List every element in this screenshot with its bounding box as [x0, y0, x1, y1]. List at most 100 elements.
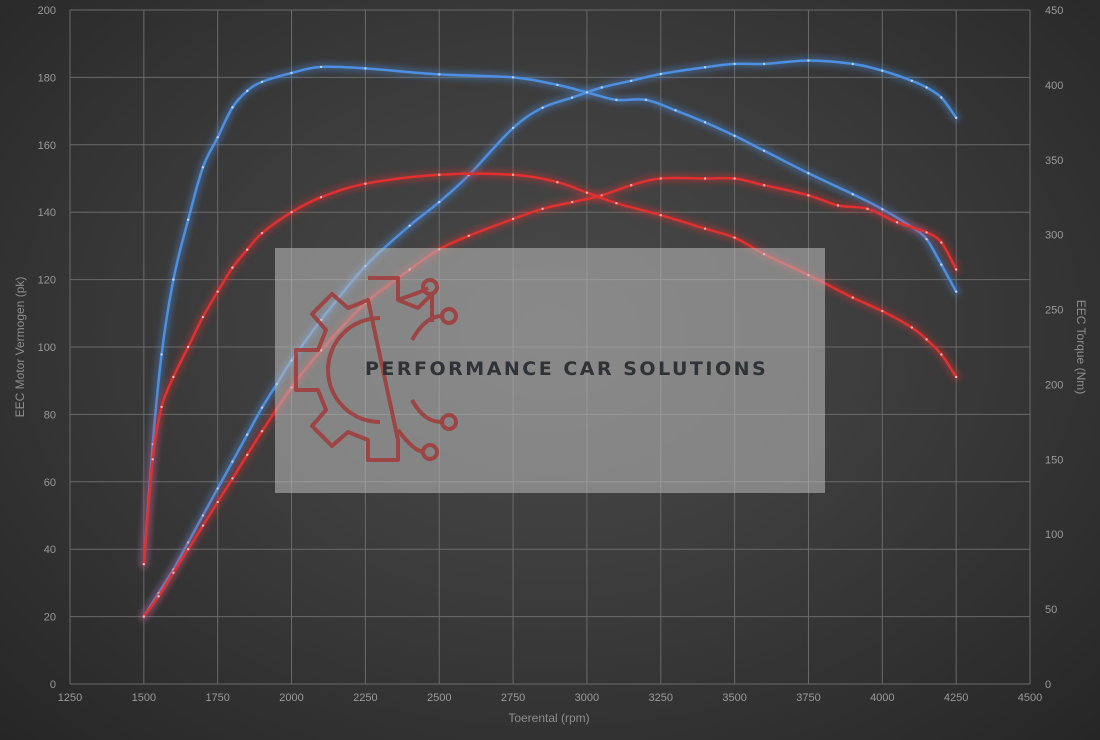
- data-point: [246, 248, 249, 251]
- series-line-power-0: [142, 59, 958, 618]
- data-point: [364, 182, 367, 185]
- data-point: [511, 217, 515, 221]
- data-point: [925, 338, 928, 341]
- data-point: [940, 353, 943, 356]
- data-point: [467, 234, 470, 237]
- data-point: [160, 405, 163, 409]
- y-tick-label: 20: [44, 612, 56, 624]
- data-point: [881, 208, 884, 211]
- data-point: [733, 134, 736, 138]
- data-point: [925, 231, 928, 234]
- data-point: [142, 615, 146, 618]
- x-tick-label: 3750: [796, 692, 820, 704]
- data-point: [438, 173, 441, 176]
- x-tick-label: 4250: [944, 692, 968, 704]
- data-point: [541, 207, 544, 211]
- data-point: [231, 477, 234, 480]
- y-tick-labels: 0 20 40 60 80 100 120 140 160 180 200: [38, 5, 56, 691]
- data-point: [216, 487, 219, 490]
- data-point: [703, 66, 707, 69]
- data-point: [703, 227, 707, 230]
- data-point: [231, 460, 234, 463]
- data-point: [881, 69, 884, 72]
- data-point: [408, 224, 411, 227]
- x-axis-label: Toerental (rpm): [508, 711, 589, 725]
- data-point: [910, 326, 914, 329]
- data-point: [511, 76, 515, 79]
- data-point: [172, 375, 175, 379]
- data-point: [851, 62, 854, 66]
- y2-tick-label: 200: [1045, 379, 1063, 391]
- data-point: [940, 96, 943, 99]
- y2-tick-label: 400: [1045, 80, 1063, 92]
- data-point: [807, 194, 810, 197]
- data-point: [260, 80, 264, 84]
- data-point: [585, 91, 589, 94]
- data-point: [201, 524, 205, 527]
- watermark-text: PERFORMANCE CAR SOLUTIONS: [365, 358, 768, 380]
- data-point: [186, 548, 190, 551]
- data-point: [319, 196, 323, 199]
- data-point: [556, 83, 559, 87]
- data-point: [438, 73, 441, 76]
- watermark: PERFORMANCE CAR SOLUTIONS: [275, 248, 825, 493]
- data-point: [201, 166, 205, 169]
- data-point: [703, 121, 707, 124]
- data-point: [940, 241, 943, 244]
- x-tick-label: 4500: [1018, 692, 1042, 704]
- data-point: [511, 173, 515, 176]
- data-point: [231, 266, 234, 269]
- data-point: [836, 204, 840, 207]
- data-point: [246, 433, 249, 436]
- y-tick-label: 200: [38, 5, 56, 17]
- data-point: [290, 211, 293, 214]
- data-point: [438, 200, 441, 204]
- y-tick-label: 80: [44, 409, 56, 421]
- data-point: [733, 177, 736, 180]
- y2-axis-label: EEC Torque (Nm): [1074, 300, 1088, 394]
- data-point: [703, 177, 707, 180]
- data-point: [231, 106, 234, 109]
- data-point: [160, 353, 163, 356]
- y-tick-label: 0: [50, 679, 56, 691]
- x-tick-label: 2500: [427, 692, 451, 704]
- data-point: [954, 375, 958, 379]
- y-tick-label: 40: [44, 544, 56, 556]
- x-tick-label: 4000: [870, 692, 894, 704]
- data-point: [585, 191, 589, 194]
- data-point: [556, 181, 559, 184]
- data-point: [186, 345, 190, 349]
- data-point: [364, 67, 367, 70]
- data-point: [659, 213, 662, 217]
- series-line-torque-3: [142, 172, 958, 566]
- data-point: [644, 98, 648, 102]
- data-point: [733, 236, 736, 239]
- data-point: [954, 290, 958, 293]
- y-tick-label: 140: [38, 207, 56, 219]
- x-tick-label: 2000: [279, 692, 303, 704]
- y2-tick-label: 50: [1045, 604, 1057, 616]
- x-tick-label: 3250: [649, 692, 673, 704]
- x-tick-labels: 1250 1500 1750 2000 2250 2500 2750 3000 3250 3500…: [58, 692, 1042, 704]
- data-point: [142, 562, 146, 566]
- y-tick-label: 160: [38, 140, 56, 152]
- x-tick-label: 2250: [353, 692, 377, 704]
- data-point: [541, 106, 544, 109]
- y2-tick-label: 150: [1045, 454, 1063, 466]
- data-point: [600, 86, 603, 89]
- y2-tick-label: 250: [1045, 305, 1063, 317]
- y-tick-label: 60: [44, 477, 56, 489]
- data-point: [807, 59, 810, 62]
- x-tick-label: 2750: [501, 692, 525, 704]
- y-axis-label: EEC Motor Vermogen (pk): [13, 277, 27, 418]
- data-point: [157, 595, 160, 598]
- data-point: [630, 79, 633, 82]
- data-point: [615, 98, 618, 102]
- data-point: [216, 500, 219, 504]
- data-point: [201, 514, 205, 517]
- data-point: [260, 231, 264, 235]
- data-point: [260, 430, 264, 433]
- data-point: [246, 89, 249, 93]
- data-point: [807, 172, 810, 175]
